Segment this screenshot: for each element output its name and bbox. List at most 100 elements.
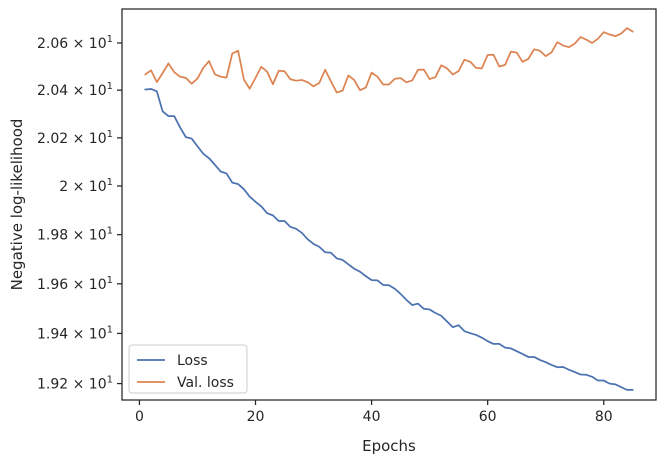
x-axis: 0 20 40 60 80 bbox=[135, 400, 613, 425]
data-point bbox=[371, 279, 372, 280]
data-point bbox=[417, 69, 418, 70]
y-tick-base: 10 bbox=[89, 228, 107, 244]
y-tick-label: 1.98 × 101 bbox=[37, 226, 113, 244]
data-point bbox=[412, 80, 413, 81]
series-line bbox=[144, 88, 634, 391]
data-point bbox=[435, 312, 436, 313]
y-tick-exponent: 1 bbox=[107, 129, 113, 140]
data-point bbox=[446, 321, 447, 322]
data-point bbox=[475, 67, 476, 68]
y-tick-label: 2.06 × 101 bbox=[37, 34, 113, 52]
data-point bbox=[278, 70, 279, 71]
data-point bbox=[545, 362, 546, 363]
y-tick-exponent: 1 bbox=[107, 81, 113, 92]
y-tick-mantissa: 1.96 bbox=[37, 277, 68, 293]
data-point bbox=[267, 71, 268, 72]
data-point bbox=[313, 86, 314, 87]
y-tick-label: 1.94 × 101 bbox=[37, 324, 113, 342]
data-point bbox=[388, 84, 389, 85]
data-point bbox=[255, 201, 256, 202]
data-point bbox=[597, 380, 598, 381]
data-point bbox=[174, 115, 175, 116]
data-point bbox=[406, 82, 407, 83]
data-point bbox=[237, 50, 238, 51]
data-point bbox=[568, 369, 569, 370]
y-tick-base: 10 bbox=[89, 179, 107, 195]
data-point bbox=[464, 59, 465, 60]
data-point bbox=[609, 383, 610, 384]
data-point bbox=[603, 380, 604, 381]
data-point bbox=[191, 138, 192, 139]
data-point bbox=[208, 158, 209, 159]
series-val-loss bbox=[144, 27, 634, 94]
data-point bbox=[365, 87, 366, 88]
data-point bbox=[557, 42, 558, 43]
data-point bbox=[475, 334, 476, 335]
data-point bbox=[621, 387, 622, 388]
y-tick-label: 2 × 101 bbox=[59, 177, 113, 195]
legend: Loss Val. loss bbox=[128, 344, 248, 394]
data-point bbox=[243, 79, 244, 80]
data-point bbox=[371, 72, 372, 73]
data-point bbox=[348, 264, 349, 265]
x-tick-label: 40 bbox=[363, 409, 381, 425]
data-point bbox=[185, 137, 186, 138]
data-point bbox=[319, 246, 320, 247]
data-point bbox=[267, 213, 268, 214]
y-axis-label: Negative log-likelihood bbox=[8, 119, 26, 291]
data-point bbox=[313, 243, 314, 244]
data-point bbox=[563, 45, 564, 46]
data-point bbox=[493, 54, 494, 55]
data-point bbox=[545, 56, 546, 57]
data-point bbox=[342, 259, 343, 260]
data-point bbox=[208, 60, 209, 61]
data-point bbox=[499, 66, 500, 67]
data-point bbox=[261, 206, 262, 207]
data-point bbox=[394, 288, 395, 289]
data-point bbox=[597, 38, 598, 39]
y-tick-exponent: 1 bbox=[107, 375, 113, 386]
data-point bbox=[203, 153, 204, 154]
data-point bbox=[470, 61, 471, 62]
data-point bbox=[499, 343, 500, 344]
data-point bbox=[377, 280, 378, 281]
data-point bbox=[452, 327, 453, 328]
x-tick-label: 0 bbox=[135, 409, 144, 425]
data-point bbox=[626, 28, 627, 29]
data-point bbox=[284, 71, 285, 72]
y-tick-base: 10 bbox=[89, 326, 107, 342]
data-point bbox=[354, 268, 355, 269]
data-point bbox=[487, 54, 488, 55]
data-point bbox=[563, 366, 564, 367]
data-point bbox=[429, 309, 430, 310]
data-point bbox=[168, 63, 169, 64]
data-point bbox=[464, 331, 465, 332]
data-point bbox=[150, 70, 151, 71]
y-tick-mantissa: 1.98 bbox=[37, 228, 68, 244]
data-point bbox=[197, 146, 198, 147]
plot-area bbox=[144, 27, 634, 391]
data-point bbox=[580, 374, 581, 375]
data-point bbox=[516, 52, 517, 53]
data-point bbox=[586, 39, 587, 40]
y-tick-exponent: 1 bbox=[107, 324, 113, 335]
legend-box bbox=[128, 344, 248, 394]
y-tick-mantissa: 2.06 bbox=[37, 36, 68, 52]
data-point bbox=[528, 356, 529, 357]
y-tick-mantissa: 1.94 bbox=[37, 326, 68, 342]
data-point bbox=[377, 76, 378, 77]
data-point bbox=[446, 68, 447, 69]
data-point bbox=[551, 364, 552, 365]
data-point bbox=[336, 258, 337, 259]
data-point bbox=[452, 74, 453, 75]
data-point bbox=[301, 79, 302, 80]
data-point bbox=[272, 84, 273, 85]
data-point bbox=[632, 389, 633, 390]
data-point bbox=[325, 252, 326, 253]
data-point bbox=[522, 353, 523, 354]
data-point bbox=[441, 315, 442, 316]
data-point bbox=[615, 36, 616, 37]
data-point bbox=[307, 82, 308, 83]
data-point bbox=[487, 341, 488, 342]
